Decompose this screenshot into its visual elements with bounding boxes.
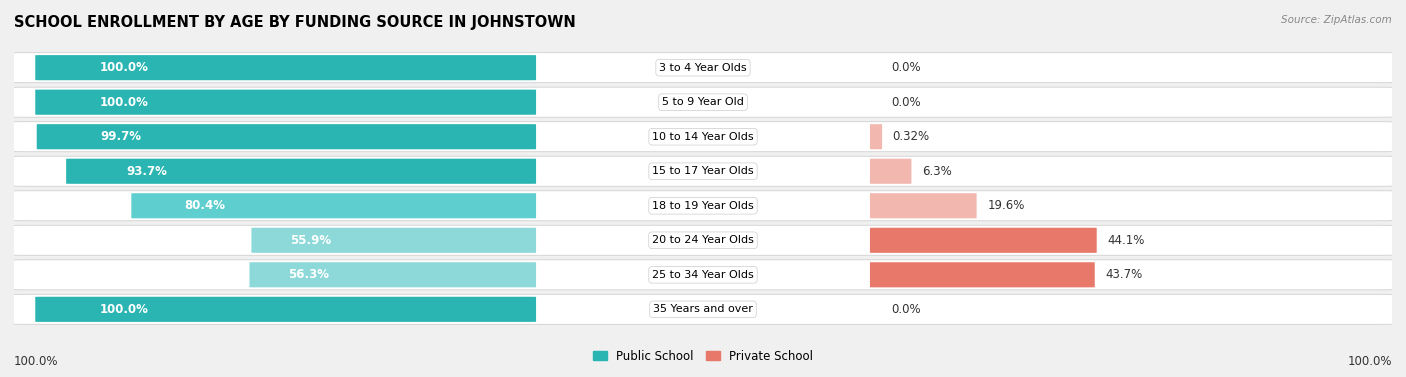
Text: 15 to 17 Year Olds: 15 to 17 Year Olds [652, 166, 754, 176]
Text: 19.6%: 19.6% [987, 199, 1025, 212]
FancyBboxPatch shape [870, 262, 1095, 287]
FancyBboxPatch shape [7, 87, 1399, 117]
FancyBboxPatch shape [37, 124, 536, 149]
FancyBboxPatch shape [7, 191, 1399, 221]
FancyBboxPatch shape [870, 193, 977, 218]
Text: 55.9%: 55.9% [290, 234, 330, 247]
FancyBboxPatch shape [35, 55, 536, 80]
FancyBboxPatch shape [7, 294, 1399, 324]
Text: 43.7%: 43.7% [1105, 268, 1143, 281]
FancyBboxPatch shape [7, 53, 1399, 83]
Text: 20 to 24 Year Olds: 20 to 24 Year Olds [652, 235, 754, 245]
Text: 0.0%: 0.0% [891, 61, 921, 74]
Legend: Public School, Private School: Public School, Private School [588, 345, 818, 367]
Text: 6.3%: 6.3% [922, 165, 952, 178]
Text: 0.32%: 0.32% [893, 130, 929, 143]
Text: 18 to 19 Year Olds: 18 to 19 Year Olds [652, 201, 754, 211]
Text: Source: ZipAtlas.com: Source: ZipAtlas.com [1281, 15, 1392, 25]
FancyBboxPatch shape [131, 193, 536, 218]
Text: 3 to 4 Year Olds: 3 to 4 Year Olds [659, 63, 747, 73]
Text: 100.0%: 100.0% [100, 61, 148, 74]
FancyBboxPatch shape [870, 124, 882, 149]
FancyBboxPatch shape [35, 297, 536, 322]
Text: 35 Years and over: 35 Years and over [652, 304, 754, 314]
Text: 44.1%: 44.1% [1108, 234, 1144, 247]
Text: 100.0%: 100.0% [100, 96, 148, 109]
FancyBboxPatch shape [7, 225, 1399, 255]
FancyBboxPatch shape [252, 228, 536, 253]
Text: 80.4%: 80.4% [184, 199, 225, 212]
Text: 56.3%: 56.3% [288, 268, 329, 281]
FancyBboxPatch shape [870, 228, 1097, 253]
Text: 100.0%: 100.0% [1347, 355, 1392, 368]
FancyBboxPatch shape [7, 260, 1399, 290]
Text: 0.0%: 0.0% [891, 96, 921, 109]
FancyBboxPatch shape [66, 159, 536, 184]
FancyBboxPatch shape [35, 90, 536, 115]
Text: 99.7%: 99.7% [101, 130, 142, 143]
Text: 100.0%: 100.0% [14, 355, 59, 368]
Text: 93.7%: 93.7% [127, 165, 167, 178]
Text: 25 to 34 Year Olds: 25 to 34 Year Olds [652, 270, 754, 280]
FancyBboxPatch shape [870, 159, 911, 184]
FancyBboxPatch shape [249, 262, 536, 287]
Text: 5 to 9 Year Old: 5 to 9 Year Old [662, 97, 744, 107]
FancyBboxPatch shape [7, 156, 1399, 186]
FancyBboxPatch shape [7, 122, 1399, 152]
Text: 0.0%: 0.0% [891, 303, 921, 316]
Text: 10 to 14 Year Olds: 10 to 14 Year Olds [652, 132, 754, 142]
Text: SCHOOL ENROLLMENT BY AGE BY FUNDING SOURCE IN JOHNSTOWN: SCHOOL ENROLLMENT BY AGE BY FUNDING SOUR… [14, 15, 576, 30]
Text: 100.0%: 100.0% [100, 303, 148, 316]
